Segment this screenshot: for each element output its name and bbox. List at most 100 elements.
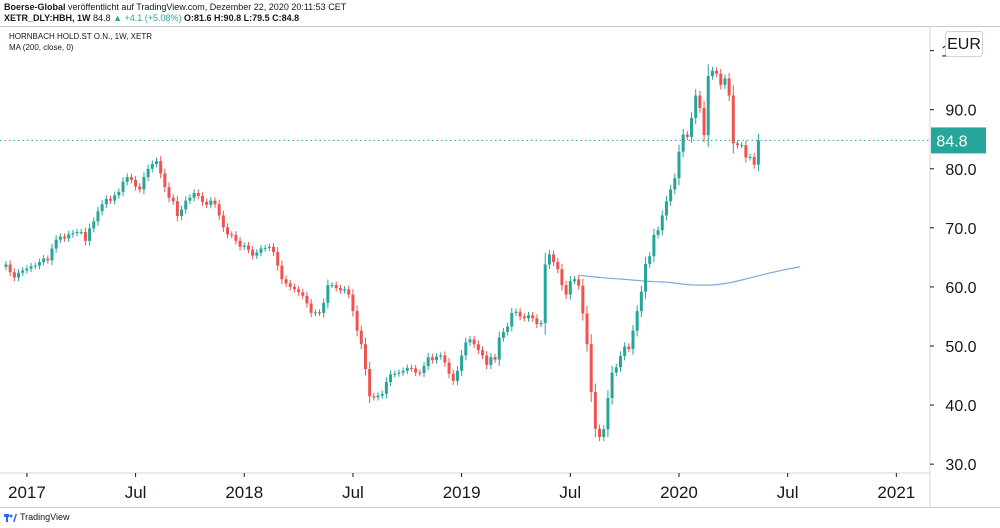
candle: [280, 260, 284, 285]
candle-body: [468, 339, 472, 343]
candle: [213, 197, 217, 208]
candle: [221, 210, 225, 232]
candle: [455, 366, 459, 386]
candle: [301, 288, 305, 300]
candle: [560, 263, 564, 291]
publish-line: Boerse-Global veröffentlicht auf Trading…: [4, 2, 346, 12]
candle: [100, 200, 104, 216]
y-tick-label: 80.0: [945, 162, 976, 179]
candle-body: [159, 161, 163, 174]
candle: [681, 128, 685, 158]
candle-body: [497, 337, 501, 360]
candle-body: [322, 302, 326, 313]
candle-body: [104, 198, 108, 205]
candle: [618, 351, 622, 372]
candle-body: [522, 316, 526, 319]
candle: [543, 252, 547, 335]
y-tick-label: 50.0: [945, 339, 976, 356]
candle: [33, 262, 37, 270]
candle: [46, 255, 50, 264]
candle: [138, 183, 142, 193]
candle: [63, 233, 67, 242]
candle-body: [142, 177, 146, 190]
candle-body: [493, 357, 497, 360]
candle-body: [443, 355, 447, 363]
candle: [309, 299, 313, 318]
candle: [50, 243, 54, 266]
candle-body: [343, 289, 347, 291]
candle-body: [547, 254, 551, 265]
candle-body: [464, 342, 468, 356]
candle: [104, 195, 108, 208]
candle: [577, 275, 581, 290]
candle: [409, 364, 413, 372]
candle: [159, 156, 163, 179]
candle: [17, 269, 21, 282]
candle: [656, 226, 660, 239]
candle: [92, 217, 96, 233]
candle: [4, 261, 8, 271]
y-tick-label: 90.0: [945, 103, 976, 120]
candle-body: [79, 231, 83, 233]
candle-body: [263, 247, 267, 249]
candle: [677, 144, 681, 186]
candle-body: [460, 355, 464, 371]
candle: [468, 336, 472, 346]
candle: [652, 228, 656, 263]
candle: [134, 176, 138, 191]
indicator-legend[interactable]: MA (200, close, 0): [9, 43, 74, 52]
candle: [522, 313, 526, 322]
candle-body: [581, 285, 585, 314]
candle: [506, 322, 510, 336]
x-tick-label: 2021: [877, 483, 915, 502]
candle: [660, 210, 664, 236]
candle-body: [618, 356, 622, 368]
candle-body: [752, 156, 756, 165]
candle-body: [698, 95, 702, 108]
candle: [8, 260, 12, 277]
author-name: Boerse-Global: [4, 2, 66, 12]
candle: [606, 390, 610, 437]
candle: [384, 377, 388, 399]
candle: [355, 305, 359, 337]
candle-body: [330, 285, 334, 287]
candle: [547, 249, 551, 269]
candle-body: [564, 285, 568, 295]
candle-body: [146, 168, 150, 178]
candle-body: [276, 252, 280, 266]
candle-body: [359, 330, 363, 345]
candle: [631, 324, 635, 355]
candle-body: [723, 78, 727, 85]
price-chart[interactable]: 84.8 30.040.050.060.070.080.090.0100.0 2…: [0, 27, 1000, 507]
candle: [242, 242, 246, 250]
candle-body: [702, 107, 706, 136]
candle: [481, 346, 485, 360]
x-tick-label: 2017: [8, 483, 46, 502]
candle-body: [439, 355, 443, 357]
candle: [217, 199, 221, 221]
candle-body: [163, 173, 167, 188]
candle-body: [627, 346, 631, 349]
candle-body: [589, 344, 593, 393]
currency-button[interactable]: EUR: [945, 31, 983, 57]
candle-body: [556, 262, 560, 270]
candle-body: [134, 179, 138, 187]
candle: [42, 255, 46, 266]
candle-body: [593, 392, 597, 429]
candle-body: [644, 263, 648, 292]
candle: [54, 235, 58, 253]
candle-body: [585, 313, 589, 345]
candle: [685, 131, 689, 141]
candle: [125, 173, 129, 186]
y-tick-label: 60.0: [945, 280, 976, 297]
candle: [531, 311, 535, 322]
candle: [251, 245, 255, 260]
candle: [740, 142, 744, 149]
candle: [593, 383, 597, 438]
candle-body: [560, 269, 564, 286]
candle: [380, 390, 384, 399]
candle-body: [572, 279, 576, 282]
candle-body: [238, 240, 242, 247]
candle-body: [447, 362, 451, 374]
candle-body: [685, 134, 689, 137]
